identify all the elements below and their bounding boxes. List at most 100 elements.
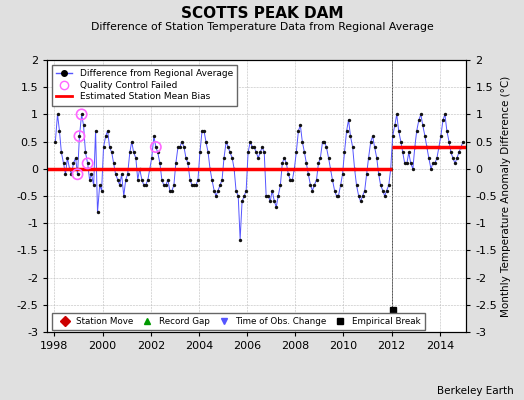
Point xyxy=(324,155,333,161)
Point xyxy=(322,144,331,150)
Point xyxy=(435,144,443,150)
Point xyxy=(308,187,316,194)
Point xyxy=(53,111,62,118)
Legend: Station Move, Record Gap, Time of Obs. Change, Empirical Break: Station Move, Record Gap, Time of Obs. C… xyxy=(51,312,424,330)
Point xyxy=(268,187,276,194)
Point xyxy=(278,160,287,166)
Point xyxy=(307,182,315,188)
Point xyxy=(174,144,182,150)
Point xyxy=(66,166,74,172)
Point xyxy=(409,166,417,172)
Point xyxy=(392,111,401,118)
Point xyxy=(296,122,304,128)
Point xyxy=(419,122,427,128)
Point xyxy=(204,149,212,156)
Point xyxy=(298,138,307,145)
Point xyxy=(234,193,243,199)
Point xyxy=(176,144,184,150)
Point xyxy=(344,117,353,123)
Point xyxy=(83,160,92,166)
Point xyxy=(97,187,106,194)
Point xyxy=(270,198,279,205)
Point xyxy=(292,149,300,156)
Point xyxy=(354,193,363,199)
Point xyxy=(373,155,381,161)
Point xyxy=(244,149,252,156)
Point xyxy=(170,182,178,188)
Point xyxy=(407,160,415,166)
Point xyxy=(206,166,214,172)
Point xyxy=(180,144,188,150)
Point xyxy=(55,128,63,134)
Point xyxy=(417,111,425,118)
Point xyxy=(421,133,429,139)
Point xyxy=(168,187,176,194)
Point xyxy=(332,193,341,199)
Point xyxy=(364,155,373,161)
Point xyxy=(216,182,224,188)
Point xyxy=(224,144,232,150)
Point xyxy=(380,193,389,199)
Point xyxy=(248,144,256,150)
Point xyxy=(294,128,303,134)
Point xyxy=(457,144,465,150)
Point xyxy=(459,138,467,145)
Point xyxy=(195,149,204,156)
Point xyxy=(312,176,321,183)
Point xyxy=(83,160,92,166)
Point xyxy=(348,144,357,150)
Point xyxy=(236,236,244,243)
Point xyxy=(59,160,68,166)
Point xyxy=(339,171,347,178)
Point xyxy=(151,144,160,150)
Point xyxy=(75,133,84,139)
Point xyxy=(276,182,285,188)
Point xyxy=(405,149,413,156)
Point xyxy=(138,176,146,183)
Point xyxy=(304,171,312,178)
Point xyxy=(286,176,294,183)
Point xyxy=(260,149,268,156)
Point xyxy=(186,176,194,183)
Point xyxy=(288,176,297,183)
Point xyxy=(264,193,272,199)
Point xyxy=(112,171,120,178)
Point xyxy=(254,155,263,161)
Point xyxy=(242,187,250,194)
Point xyxy=(105,144,114,150)
Point xyxy=(363,171,371,178)
Point xyxy=(78,111,86,118)
Point xyxy=(302,160,311,166)
Point xyxy=(75,133,84,139)
Point xyxy=(194,176,202,183)
Point xyxy=(163,176,172,183)
Point xyxy=(102,133,110,139)
Point xyxy=(340,149,348,156)
Point xyxy=(126,149,134,156)
Point xyxy=(431,160,439,166)
Point xyxy=(351,166,359,172)
Point xyxy=(397,138,405,145)
Point xyxy=(192,182,200,188)
Point xyxy=(342,128,351,134)
Point xyxy=(331,187,339,194)
Point xyxy=(172,160,180,166)
Point xyxy=(375,171,383,178)
Point xyxy=(200,128,208,134)
Point xyxy=(115,182,124,188)
Point xyxy=(91,128,100,134)
Point xyxy=(71,155,80,161)
Text: SCOTTS PEAK DAM: SCOTTS PEAK DAM xyxy=(181,6,343,21)
Point xyxy=(383,187,391,194)
Point xyxy=(160,182,168,188)
Point xyxy=(258,144,267,150)
Point xyxy=(266,198,275,205)
Point xyxy=(314,160,323,166)
Point xyxy=(210,187,219,194)
Point xyxy=(93,209,102,216)
Point xyxy=(388,133,397,139)
Point xyxy=(100,144,108,150)
Point xyxy=(336,182,345,188)
Point xyxy=(326,166,335,172)
Point xyxy=(358,193,367,199)
